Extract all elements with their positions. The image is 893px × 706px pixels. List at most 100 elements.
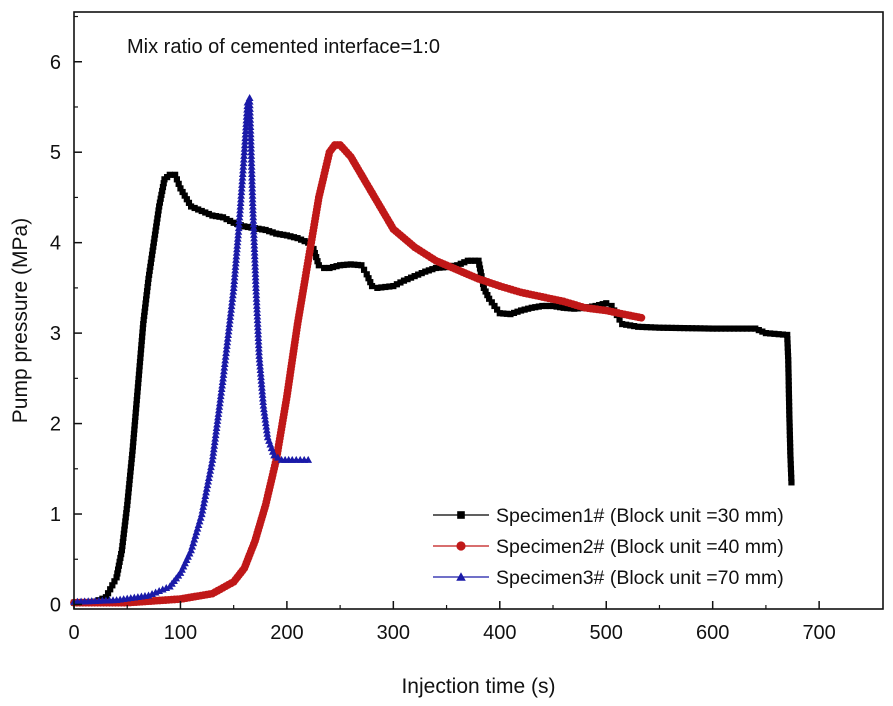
data-point-triangle — [236, 195, 245, 203]
data-point-triangle — [241, 137, 249, 145]
data-point-square — [340, 261, 347, 269]
data-point-triangle — [249, 223, 258, 231]
data-point-triangle — [237, 188, 246, 196]
data-point-triangle — [225, 323, 233, 331]
data-point-square — [476, 261, 483, 268]
data-point-triangle — [206, 466, 215, 474]
data-point-triangle — [253, 305, 261, 313]
data-point-square — [735, 325, 742, 332]
data-point-square — [411, 273, 418, 280]
data-point-square — [143, 292, 150, 299]
data-point-square — [187, 203, 195, 210]
data-point-square — [676, 324, 684, 332]
data-point-square — [494, 306, 501, 313]
data-point-triangle — [230, 273, 239, 281]
data-point-square — [608, 302, 615, 310]
data-point-square — [525, 305, 532, 312]
data-point-square — [273, 230, 280, 237]
data-point-square — [482, 288, 489, 295]
data-point-square — [785, 373, 792, 381]
data-point-triangle — [252, 280, 260, 288]
data-point-square — [454, 262, 461, 269]
data-point-triangle — [222, 349, 230, 357]
data-point-square — [484, 292, 491, 299]
data-point-square — [787, 465, 795, 472]
data-point-triangle — [230, 269, 239, 277]
data-point-triangle — [197, 510, 206, 518]
data-point-square — [104, 590, 112, 597]
data-point-triangle — [210, 441, 219, 449]
data-point-square — [113, 574, 120, 581]
data-point-square — [248, 224, 255, 231]
data-point-square — [514, 308, 521, 315]
data-point-square — [241, 223, 248, 230]
data-point-triangle — [258, 383, 266, 391]
data-point-square — [461, 259, 468, 266]
data-point-triangle — [231, 266, 240, 274]
legend-label: Specimen3# (Block unit =70 mm) — [496, 567, 784, 589]
data-point-square — [136, 367, 143, 374]
data-point-triangle — [240, 141, 249, 149]
data-point-triangle — [217, 388, 226, 396]
data-point-square — [619, 320, 626, 328]
data-point-triangle — [209, 448, 218, 456]
data-point-circle — [456, 541, 466, 551]
data-point-square — [354, 261, 361, 269]
data-point-square — [147, 259, 154, 266]
data-point-square — [148, 255, 155, 262]
data-point-square — [219, 214, 227, 221]
data-point-triangle — [304, 455, 313, 463]
data-point-square — [148, 251, 156, 258]
data-point-square — [672, 324, 679, 332]
data-point-square — [784, 352, 792, 360]
data-point-square — [144, 283, 151, 291]
data-point-square — [156, 199, 164, 206]
data-point-square — [787, 452, 794, 459]
data-point-square — [266, 228, 273, 235]
data-point-square — [752, 325, 759, 332]
data-point-triangle — [255, 344, 263, 352]
data-point-triangle — [258, 390, 267, 398]
data-point-square — [631, 323, 638, 330]
data-point-triangle — [226, 312, 235, 320]
x-tick-label: 0 — [68, 622, 79, 644]
x-tick-label: 400 — [483, 622, 516, 644]
data-point-triangle — [207, 459, 216, 467]
data-point-square — [131, 426, 138, 433]
data-point-square — [337, 262, 344, 269]
series-1 — [70, 171, 795, 606]
data-point-square — [599, 301, 606, 308]
data-point-square — [656, 324, 663, 331]
data-point-square — [697, 325, 704, 332]
data-point-square — [125, 489, 132, 496]
data-point-square — [122, 514, 129, 521]
data-point-triangle — [249, 206, 257, 214]
data-point-triangle — [223, 338, 232, 346]
data-point-square — [564, 304, 571, 312]
data-point-triangle — [247, 162, 256, 170]
series-line — [73, 97, 309, 603]
data-point-triangle — [200, 495, 209, 503]
data-point-triangle — [239, 162, 248, 170]
data-point-square — [119, 542, 126, 550]
data-point-square — [141, 312, 148, 319]
data-point-triangle — [251, 266, 260, 274]
data-point-triangle — [255, 358, 264, 366]
data-point-square — [425, 267, 432, 274]
data-point-triangle — [246, 112, 255, 120]
data-point-triangle — [204, 473, 213, 481]
data-point-triangle — [248, 173, 256, 181]
data-point-triangle — [209, 445, 218, 453]
data-point-square — [771, 330, 778, 337]
data-point-square — [326, 264, 333, 272]
data-point-square — [123, 505, 130, 513]
data-point-triangle — [219, 374, 227, 382]
data-point-square — [175, 180, 182, 187]
data-point-square — [689, 325, 696, 332]
data-point-square — [785, 357, 792, 364]
data-point-triangle — [256, 366, 265, 374]
data-point-square — [129, 447, 136, 454]
data-point-square — [314, 258, 321, 265]
data-point-square — [130, 430, 138, 437]
data-point-square — [158, 191, 165, 198]
